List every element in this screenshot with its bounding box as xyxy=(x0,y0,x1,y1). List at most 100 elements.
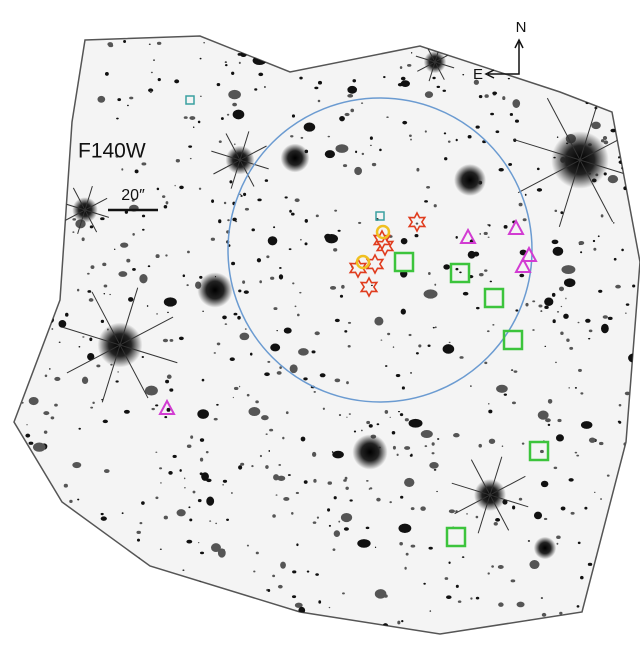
galaxy xyxy=(47,487,49,490)
galaxy xyxy=(136,538,141,542)
green-square xyxy=(393,251,415,273)
galaxy xyxy=(232,217,237,222)
galaxy xyxy=(489,36,496,38)
galaxy xyxy=(610,128,617,133)
galaxy xyxy=(19,279,26,284)
galaxy xyxy=(244,207,250,211)
galaxy xyxy=(587,562,593,566)
galaxy xyxy=(198,541,200,544)
galaxy xyxy=(361,152,365,156)
galaxy xyxy=(294,602,303,608)
galaxy xyxy=(244,328,247,330)
galaxy xyxy=(167,311,169,314)
galaxy xyxy=(26,302,32,307)
galaxy xyxy=(578,240,585,245)
red-star xyxy=(407,211,427,233)
galaxy xyxy=(129,96,134,100)
galaxy xyxy=(597,636,600,639)
galaxy xyxy=(282,436,285,440)
galaxy xyxy=(231,71,235,75)
galaxy xyxy=(183,477,186,480)
galaxy xyxy=(148,43,151,45)
galaxy xyxy=(32,138,35,140)
galaxy xyxy=(574,386,577,389)
galaxy xyxy=(556,535,561,539)
galaxy xyxy=(259,454,263,458)
galaxy xyxy=(455,138,458,142)
galaxy xyxy=(165,379,170,384)
galaxy xyxy=(544,30,547,33)
galaxy xyxy=(186,444,192,449)
galaxy xyxy=(123,40,127,43)
galaxy xyxy=(311,451,317,457)
galaxy xyxy=(576,454,580,457)
magenta-triangle xyxy=(514,256,532,273)
galaxy xyxy=(355,150,358,154)
galaxy xyxy=(29,304,36,311)
galaxy xyxy=(622,566,627,569)
galaxy xyxy=(369,144,372,147)
galaxy xyxy=(169,388,174,392)
galaxy xyxy=(532,329,535,331)
galaxy xyxy=(470,597,473,600)
galaxy xyxy=(602,135,608,140)
galaxy xyxy=(478,272,484,277)
galaxy xyxy=(102,419,108,424)
galaxy xyxy=(255,551,259,555)
galaxy xyxy=(455,267,459,271)
galaxy xyxy=(407,63,412,67)
galaxy xyxy=(14,172,15,175)
galaxy xyxy=(90,265,95,269)
galaxy xyxy=(473,79,479,85)
galaxy xyxy=(168,470,173,475)
galaxy xyxy=(81,237,85,242)
galaxy xyxy=(50,124,56,129)
galaxy xyxy=(166,407,171,412)
galaxy xyxy=(489,280,493,283)
galaxy xyxy=(429,610,432,613)
galaxy xyxy=(545,418,551,423)
galaxy xyxy=(592,239,596,243)
galaxy xyxy=(273,474,280,481)
galaxy xyxy=(146,305,149,307)
galaxy xyxy=(429,462,439,469)
galaxy xyxy=(509,113,514,116)
galaxy xyxy=(174,184,176,187)
galaxy xyxy=(215,613,218,616)
galaxy xyxy=(218,140,222,143)
galaxy xyxy=(238,61,241,64)
galaxy xyxy=(408,134,412,138)
galaxy xyxy=(216,342,221,346)
galaxy xyxy=(404,446,411,450)
galaxy xyxy=(182,569,185,571)
red-star xyxy=(375,235,395,257)
galaxy xyxy=(339,294,344,298)
galaxy xyxy=(132,233,135,236)
galaxy xyxy=(199,95,202,98)
galaxy xyxy=(555,361,557,364)
galaxy xyxy=(273,307,278,311)
magenta-triangle xyxy=(520,245,538,262)
galaxy xyxy=(159,548,162,550)
galaxy xyxy=(346,416,348,418)
galaxy xyxy=(144,385,158,396)
galaxy xyxy=(280,561,286,569)
galaxy xyxy=(357,539,371,548)
galaxy xyxy=(87,290,92,293)
galaxy xyxy=(511,401,516,405)
galaxy xyxy=(580,421,593,429)
galaxy xyxy=(386,116,389,119)
galaxy xyxy=(315,214,319,218)
galaxy xyxy=(492,91,498,95)
galaxy xyxy=(93,625,98,629)
galaxy xyxy=(182,274,186,278)
galaxy xyxy=(376,423,380,426)
galaxy xyxy=(271,616,275,619)
galaxy xyxy=(353,430,357,433)
galaxy xyxy=(345,486,349,490)
galaxy xyxy=(558,286,565,292)
galaxy xyxy=(459,356,464,359)
magenta-triangle xyxy=(507,218,525,235)
galaxy xyxy=(199,275,203,279)
